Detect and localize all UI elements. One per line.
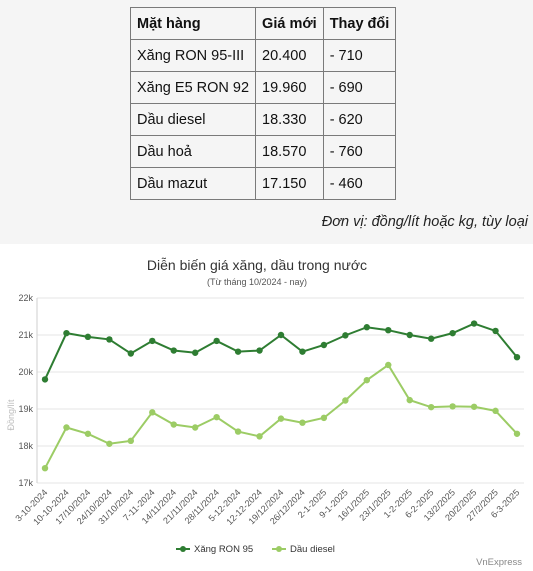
data-point-ron95 [106, 336, 113, 343]
y-tick-label: 17k [18, 478, 33, 488]
data-point-diesel [513, 430, 521, 437]
y-tick-label: 19k [18, 404, 33, 414]
legend-marker-ron95 [180, 546, 186, 552]
price-line-chart: Diễn biến giá xăng, dầu trong nước (Từ t… [6, 257, 524, 568]
data-point-ron95 [492, 327, 499, 335]
data-point-ron95 [385, 326, 392, 334]
cell-product: Xăng E5 RON 92 [129, 71, 257, 104]
y-tick-label: 18k [18, 441, 33, 451]
cell-product: Dầu diesel [129, 103, 257, 136]
cell-change: - 620 [322, 103, 397, 136]
data-point-ron95 [320, 341, 328, 349]
y-axis-label: Đồng/lít [6, 399, 16, 431]
data-point-ron95 [427, 335, 435, 342]
header-product: Mặt hàng [129, 7, 257, 40]
y-tick-label: 21k [18, 330, 33, 340]
data-point-diesel [191, 424, 199, 431]
cell-product: Dầu hoả [129, 135, 257, 168]
data-point-ron95 [41, 376, 49, 383]
data-point-ron95 [149, 337, 156, 345]
cell-price: 20.400 [255, 39, 324, 72]
data-point-diesel [149, 409, 156, 416]
data-point-diesel [63, 424, 70, 431]
data-point-ron95 [342, 332, 349, 339]
data-point-diesel [449, 403, 456, 410]
cell-price: 18.570 [255, 135, 324, 168]
data-point-ron95 [277, 331, 285, 339]
cell-price: 19.960 [255, 71, 324, 104]
cell-product: Dầu mazut [129, 167, 257, 200]
legend-label-diesel[interactable]: Dầu diesel [290, 544, 335, 555]
data-point-diesel [299, 419, 306, 426]
y-tick-label: 20k [18, 367, 33, 377]
data-point-diesel [342, 397, 349, 404]
data-point-ron95 [234, 348, 242, 355]
unit-note: Đơn vị: đồng/lít hoặc kg, tùy loại [321, 214, 528, 230]
data-point-diesel [127, 437, 135, 445]
header-change: Thay đổi [322, 7, 397, 40]
cell-change: - 760 [322, 135, 397, 168]
table-row: Dầu mazut 17.150 - 460 [129, 167, 397, 200]
data-point-diesel [234, 428, 242, 435]
data-point-diesel [277, 415, 285, 422]
data-point-diesel [427, 403, 435, 411]
data-point-ron95 [63, 329, 70, 337]
data-point-diesel [320, 414, 328, 422]
data-point-diesel [170, 421, 177, 428]
cell-change: - 460 [322, 167, 397, 200]
data-point-ron95 [127, 350, 135, 357]
legend-marker-diesel [276, 546, 282, 552]
data-point-ron95 [299, 348, 306, 355]
legend-label-ron95[interactable]: Xăng RON 95 [194, 544, 253, 555]
data-point-diesel [256, 433, 263, 440]
data-point-ron95 [213, 337, 220, 345]
data-point-ron95 [191, 349, 199, 356]
data-point-diesel [470, 403, 478, 410]
data-point-diesel [41, 465, 49, 472]
data-point-ron95 [84, 333, 92, 341]
y-tick-label: 22k [18, 293, 33, 303]
data-point-diesel [84, 430, 92, 437]
chart-legend: Xăng RON 95 Dầu diesel [176, 544, 335, 555]
y-axis-ticks: 17k 18k 19k 20k 21k 22k [18, 293, 33, 488]
data-point-diesel [406, 396, 413, 404]
data-point-ron95 [513, 354, 521, 361]
data-point-diesel [363, 376, 371, 384]
table-header-row: Mặt hàng Giá mới Thay đổi [129, 7, 397, 40]
cell-change: - 690 [322, 71, 397, 104]
chart-subtitle: (Từ tháng 10/2024 - nay) [207, 277, 307, 287]
credit-label: VnExpress [476, 557, 522, 568]
series-points [41, 320, 521, 472]
cell-change: - 710 [322, 39, 397, 72]
table-row: Dầu hoả 18.570 - 760 [129, 135, 397, 168]
table-row: Xăng RON 95-III 20.400 - 710 [129, 39, 397, 72]
data-point-ron95 [256, 347, 263, 354]
x-axis-ticks: 3-10-202410-10-202417/10/202424/10/20243… [13, 487, 521, 527]
data-point-ron95 [363, 324, 371, 331]
data-point-ron95 [170, 347, 177, 354]
cell-price: 18.330 [255, 103, 324, 136]
data-point-diesel [492, 407, 499, 415]
cell-product: Xăng RON 95-III [129, 39, 257, 72]
table-row: Dầu diesel 18.330 - 620 [129, 103, 397, 136]
data-point-diesel [385, 361, 392, 369]
chart-section: Diễn biến giá xăng, dầu trong nước (Từ t… [0, 244, 533, 571]
table-row: Xăng E5 RON 92 19.960 - 690 [129, 71, 397, 104]
price-table-section: Mặt hàng Giá mới Thay đổi Xăng RON 95-II… [0, 0, 533, 244]
price-table: Mặt hàng Giá mới Thay đổi Xăng RON 95-II… [129, 7, 397, 200]
cell-price: 17.150 [255, 167, 324, 200]
chart-title: Diễn biến giá xăng, dầu trong nước [147, 257, 367, 273]
gridlines [36, 297, 524, 484]
data-point-ron95 [406, 331, 413, 339]
data-point-ron95 [449, 329, 456, 337]
header-new-price: Giá mới [255, 7, 324, 40]
data-point-ron95 [470, 320, 478, 327]
data-point-diesel [106, 440, 113, 447]
data-point-diesel [213, 413, 220, 421]
